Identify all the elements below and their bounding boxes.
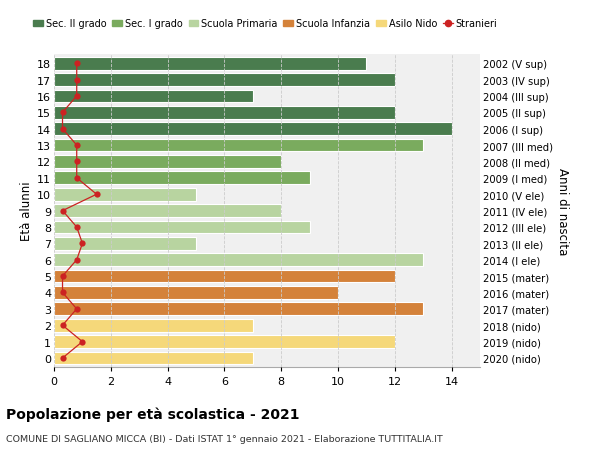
Bar: [54, 172, 310, 185]
Bar: [54, 189, 196, 201]
Bar: [54, 286, 338, 299]
Bar: [54, 270, 395, 283]
Text: COMUNE DI SAGLIANO MICCA (BI) - Dati ISTAT 1° gennaio 2021 - Elaborazione TUTTIT: COMUNE DI SAGLIANO MICCA (BI) - Dati IST…: [6, 434, 443, 443]
Y-axis label: Età alunni: Età alunni: [20, 181, 33, 241]
Bar: [54, 254, 423, 267]
Bar: [54, 90, 253, 103]
Bar: [54, 74, 395, 87]
Bar: [54, 303, 423, 315]
Bar: [54, 221, 310, 234]
Text: Popolazione per età scolastica - 2021: Popolazione per età scolastica - 2021: [6, 406, 299, 421]
Bar: [54, 123, 452, 136]
Bar: [54, 58, 367, 70]
Bar: [54, 156, 281, 168]
Legend: Sec. II grado, Sec. I grado, Scuola Primaria, Scuola Infanzia, Asilo Nido, Stran: Sec. II grado, Sec. I grado, Scuola Prim…: [34, 19, 497, 29]
Bar: [54, 336, 395, 348]
Bar: [54, 107, 395, 119]
Bar: [54, 319, 253, 332]
Bar: [54, 237, 196, 250]
Y-axis label: Anni di nascita: Anni di nascita: [556, 168, 569, 255]
Bar: [54, 205, 281, 218]
Bar: [54, 140, 423, 152]
Bar: [54, 352, 253, 364]
